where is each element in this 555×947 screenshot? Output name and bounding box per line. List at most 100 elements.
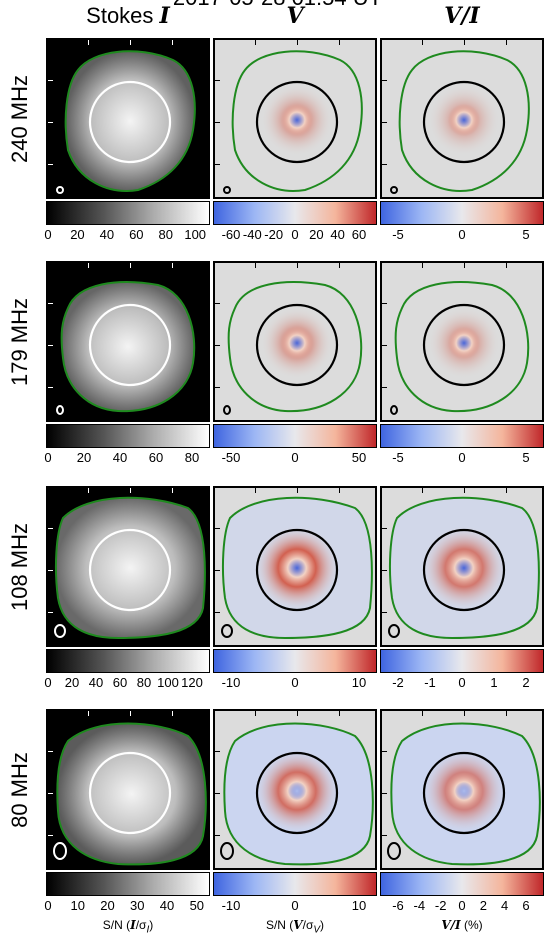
frame-tick <box>506 40 507 45</box>
colorbar-tick-label: 40 <box>330 227 345 242</box>
frame-tick <box>382 164 387 165</box>
frame-tick <box>297 263 298 268</box>
frame-tick <box>382 835 387 836</box>
frame-tick <box>172 40 173 45</box>
panel-v-3 <box>213 709 377 870</box>
solar-disk-circle <box>88 303 172 387</box>
colorbar-tick-label: 40 <box>99 227 115 242</box>
beam-ellipse <box>388 624 400 638</box>
column-header-vi: V/I <box>380 3 544 29</box>
colorbar-tick-label: 50 <box>189 898 205 913</box>
frame-tick <box>464 263 465 268</box>
frame-tick <box>339 263 340 268</box>
solar-disk-circle <box>255 751 339 835</box>
colorbar-tick-label: 80 <box>136 675 152 690</box>
solar-disk-circle <box>255 80 339 164</box>
frame-tick <box>215 751 220 752</box>
frame-tick <box>422 40 423 45</box>
frame-tick <box>255 711 256 716</box>
frame-tick <box>48 164 53 165</box>
frame-tick <box>48 80 53 81</box>
contour-outline <box>221 496 373 640</box>
frame-tick <box>48 528 53 529</box>
colorbar-tick-label: 40 <box>159 898 175 913</box>
contour-outline <box>388 496 540 640</box>
frame-tick <box>255 40 256 45</box>
frame-tick <box>215 122 220 123</box>
frame-tick <box>48 612 53 613</box>
frame-tick <box>48 122 53 123</box>
colorbar-tick-label: 100 <box>157 675 179 690</box>
x-axis-label-text: (%) <box>460 918 483 932</box>
colorbar-tick-label: 20 <box>309 227 324 242</box>
colorbar-tick-label: 30 <box>130 898 145 913</box>
colorbar-v-0 <box>213 201 377 225</box>
colorbar-tick-label: 0 <box>291 227 299 242</box>
x-axis-label-subscript: V <box>313 924 321 936</box>
frame-tick <box>48 751 53 752</box>
polarization-blob <box>422 526 506 610</box>
colorbar-vi-2 <box>380 649 544 673</box>
frame-tick <box>130 40 131 45</box>
row-label-179-mhz: 179 MHz <box>7 297 32 386</box>
colorbar-tick-label: 60 <box>112 675 128 690</box>
panel-i-2 <box>46 486 210 647</box>
x-axis-label-text: S/N ( <box>265 918 294 932</box>
colorbar-tick-label: 0 <box>44 675 52 690</box>
frame-tick <box>255 488 256 493</box>
colorbar-tick-label: -60 <box>221 227 241 242</box>
colorbar-v-1 <box>213 424 377 448</box>
panel-i-3 <box>46 709 210 870</box>
colorbar-tick-label: 0 <box>44 227 52 242</box>
contour-outline <box>223 722 374 866</box>
x-axis-label-i: S/N (I/σI) <box>46 918 210 935</box>
frame-tick <box>215 303 220 304</box>
frame-tick <box>339 40 340 45</box>
beam-ellipse <box>223 186 231 194</box>
contour-outline <box>54 496 206 640</box>
frame-tick <box>215 387 220 388</box>
emission-region <box>61 282 195 412</box>
x-axis-label-vi: V/I (%) <box>380 918 544 932</box>
frame-tick <box>506 263 507 268</box>
frame-tick <box>506 488 507 493</box>
frame-tick <box>382 303 387 304</box>
frame-tick <box>215 345 220 346</box>
frame-tick <box>215 528 220 529</box>
frame-tick <box>215 835 220 836</box>
x-axis-label-text: ) <box>149 918 154 932</box>
colorbar-tick-label: 120 <box>181 675 203 690</box>
solar-disk-circle <box>422 303 506 387</box>
frame-tick <box>464 488 465 493</box>
x-axis-label-symbol: V/I <box>441 918 461 932</box>
colorbar-tick-label: 20 <box>76 450 92 465</box>
colorbar-tick-label: 10 <box>351 675 367 690</box>
contour-outline <box>390 722 541 866</box>
frame-tick <box>464 40 465 45</box>
colorbar-tick-label: 20 <box>100 898 115 913</box>
panel-vi-0 <box>380 38 544 199</box>
colorbar-tick-label: 20 <box>70 227 85 242</box>
colorbar-v-2 <box>213 649 377 673</box>
column-header-i: Stokes I <box>46 3 210 29</box>
row-label-80-mhz: 80 MHz <box>7 751 32 828</box>
frame-tick <box>422 711 423 716</box>
x-axis-label-symbol: V <box>293 918 303 932</box>
beam-ellipse <box>390 405 398 415</box>
frame-tick <box>215 570 220 571</box>
colorbar-tick-label: -50 <box>221 450 241 465</box>
colorbar-vi-3 <box>380 872 544 896</box>
frame-tick <box>297 711 298 716</box>
polarization-blob <box>261 84 333 156</box>
emission-region <box>65 51 195 191</box>
frame-tick <box>422 488 423 493</box>
frame-tick <box>48 793 53 794</box>
colorbar-tick-label: 0 <box>44 450 52 465</box>
contour-outline <box>231 50 363 192</box>
colorbar-tick-label: -10 <box>221 898 241 913</box>
x-axis-label-symbol: I <box>130 918 136 932</box>
colorbar-tick-label: -5 <box>392 227 404 242</box>
frame-tick <box>48 303 53 304</box>
polarization-blob <box>422 749 506 833</box>
colorbar-tick-label: 80 <box>184 450 200 465</box>
